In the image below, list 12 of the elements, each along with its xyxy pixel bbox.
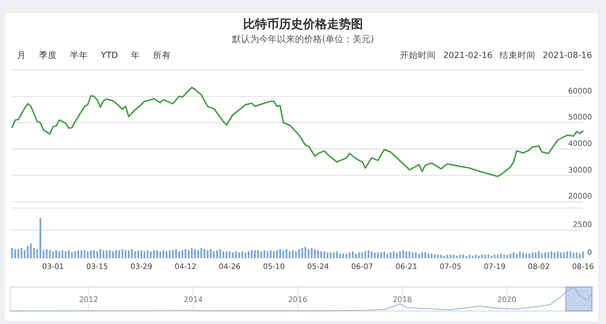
- text: 年: [130, 50, 140, 61]
- chart-subtitle: 默认为今年以来的价格(单位：美元): [230, 34, 374, 45]
- text: 结束时间: [500, 50, 536, 61]
- text: 2021-08-16: [542, 51, 592, 61]
- chart-title: 比特币历史价格走势图: [243, 17, 363, 31]
- text: 月: [17, 51, 26, 61]
- text: 季度: [39, 50, 57, 61]
- text: 半年: [70, 50, 88, 61]
- text: 开始时间: [400, 50, 436, 61]
- text: 2021-02-16: [443, 51, 493, 61]
- text: 所有: [152, 50, 171, 61]
- text: YTD: [100, 51, 118, 61]
